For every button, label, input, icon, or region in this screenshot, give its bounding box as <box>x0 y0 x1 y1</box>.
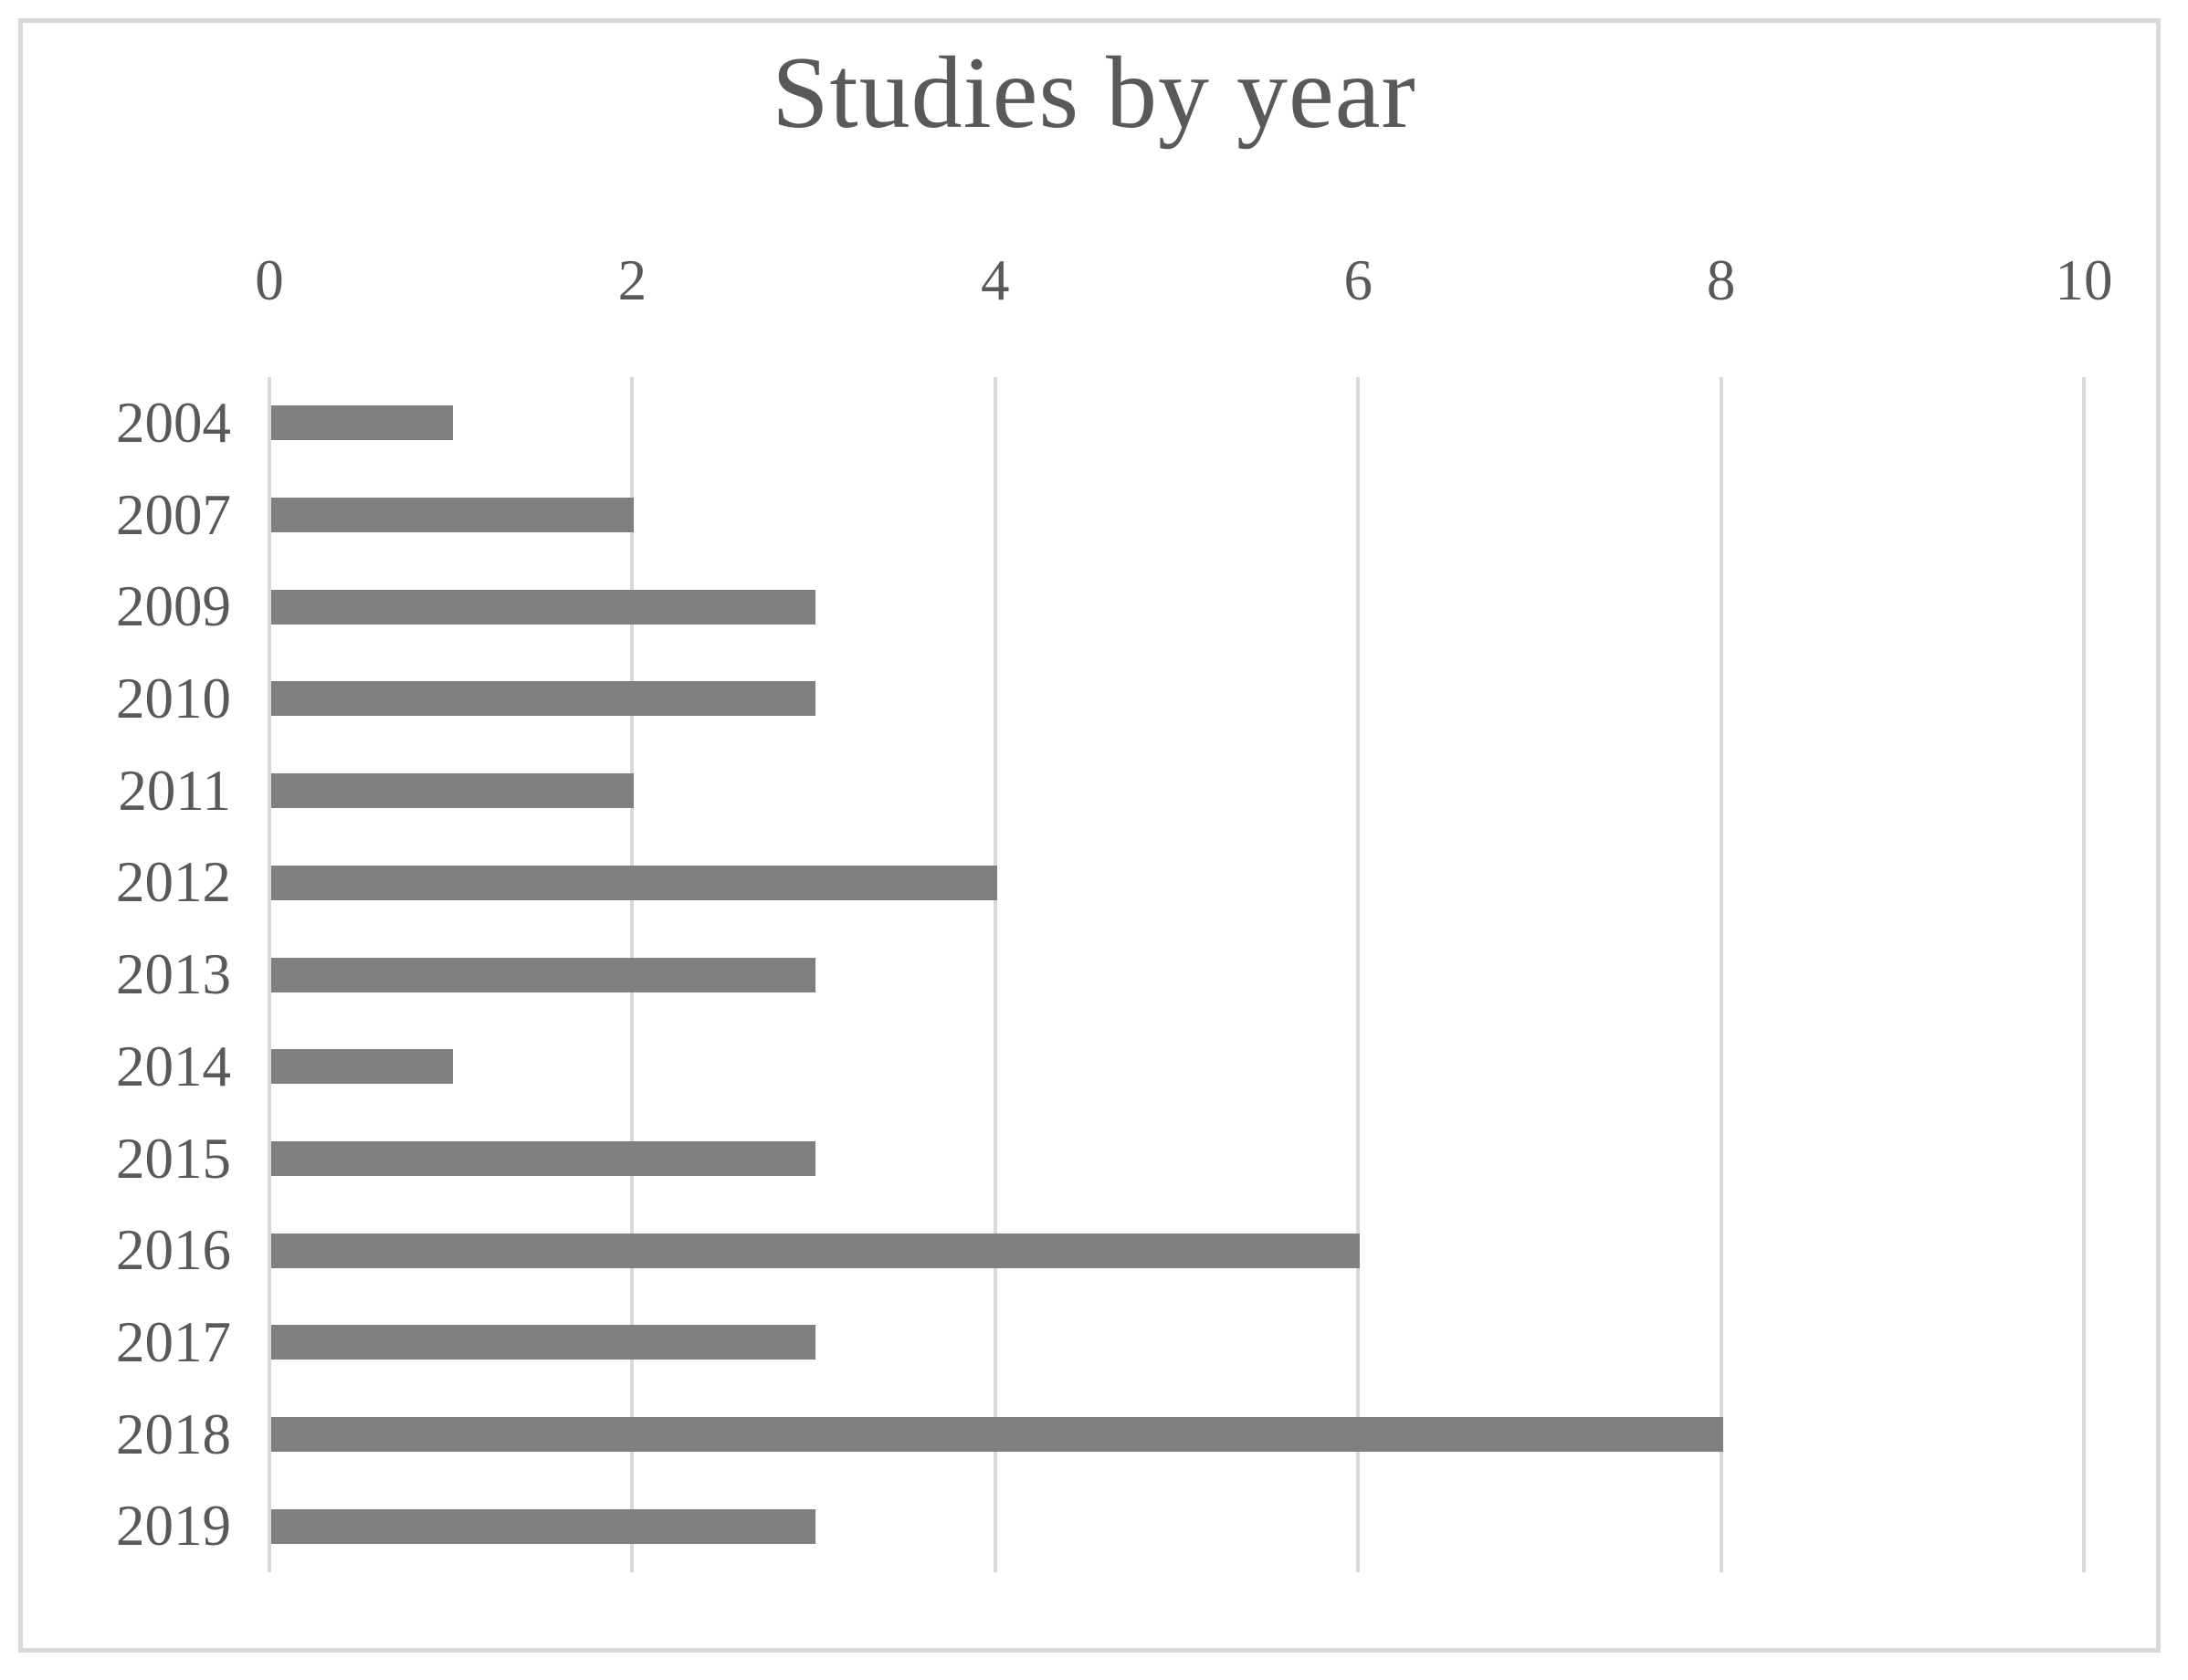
bar-2011 <box>271 773 635 809</box>
bar-2015 <box>271 1140 816 1176</box>
y-axis-label-2016: 2016 <box>116 1218 231 1283</box>
bar-2017 <box>271 1325 816 1360</box>
x-tick-label-6: 6 <box>1343 248 1373 312</box>
y-axis-label-2007: 2007 <box>116 482 231 547</box>
y-axis-label-2014: 2014 <box>116 1034 231 1098</box>
bar-2019 <box>271 1508 816 1544</box>
y-axis: 2004 2007 2009 2010 2011 2012 2013 2014 2015 2016… <box>37 377 231 1572</box>
y-axis-label-2012: 2012 <box>116 850 231 915</box>
x-tick-label-8: 8 <box>1706 248 1736 312</box>
x-tick-label-10: 10 <box>2055 248 2113 312</box>
bar-2009 <box>271 589 816 625</box>
gridline-x-6 <box>1356 377 1361 1572</box>
x-tick-label-0: 0 <box>255 248 284 312</box>
gridline-x-10 <box>2082 377 2086 1572</box>
x-tick-label-2: 2 <box>617 248 647 312</box>
bar-2007 <box>271 498 635 533</box>
y-axis-label-2017: 2017 <box>116 1309 231 1374</box>
gridline-x-4 <box>993 377 997 1572</box>
x-axis: 0 2 4 6 8 10 <box>255 239 2112 321</box>
gridline-x-8 <box>1719 377 1723 1572</box>
bar-2016 <box>271 1233 1361 1268</box>
bar-2018 <box>271 1416 1723 1452</box>
chart-outer-frame <box>18 18 2161 1653</box>
y-axis-label-2013: 2013 <box>116 942 231 1007</box>
plot-area <box>268 377 2086 1572</box>
y-axis-label-2018: 2018 <box>116 1402 231 1466</box>
y-axis-label-2010: 2010 <box>116 667 231 731</box>
bar-2010 <box>271 681 816 717</box>
chart-title: Studies by year <box>772 37 1416 150</box>
gridline-x-0 <box>268 377 271 1572</box>
y-axis-label-2019: 2019 <box>116 1494 231 1559</box>
x-tick-label-4: 4 <box>981 248 1010 312</box>
y-axis-label-2009: 2009 <box>116 574 231 639</box>
bar-2014 <box>271 1049 453 1085</box>
bar-2013 <box>271 957 816 992</box>
bar-2012 <box>271 865 997 900</box>
bar-2004 <box>271 405 453 441</box>
y-axis-label-2011: 2011 <box>118 758 231 823</box>
y-axis-label-2015: 2015 <box>116 1126 231 1191</box>
y-axis-label-2004: 2004 <box>116 391 231 455</box>
